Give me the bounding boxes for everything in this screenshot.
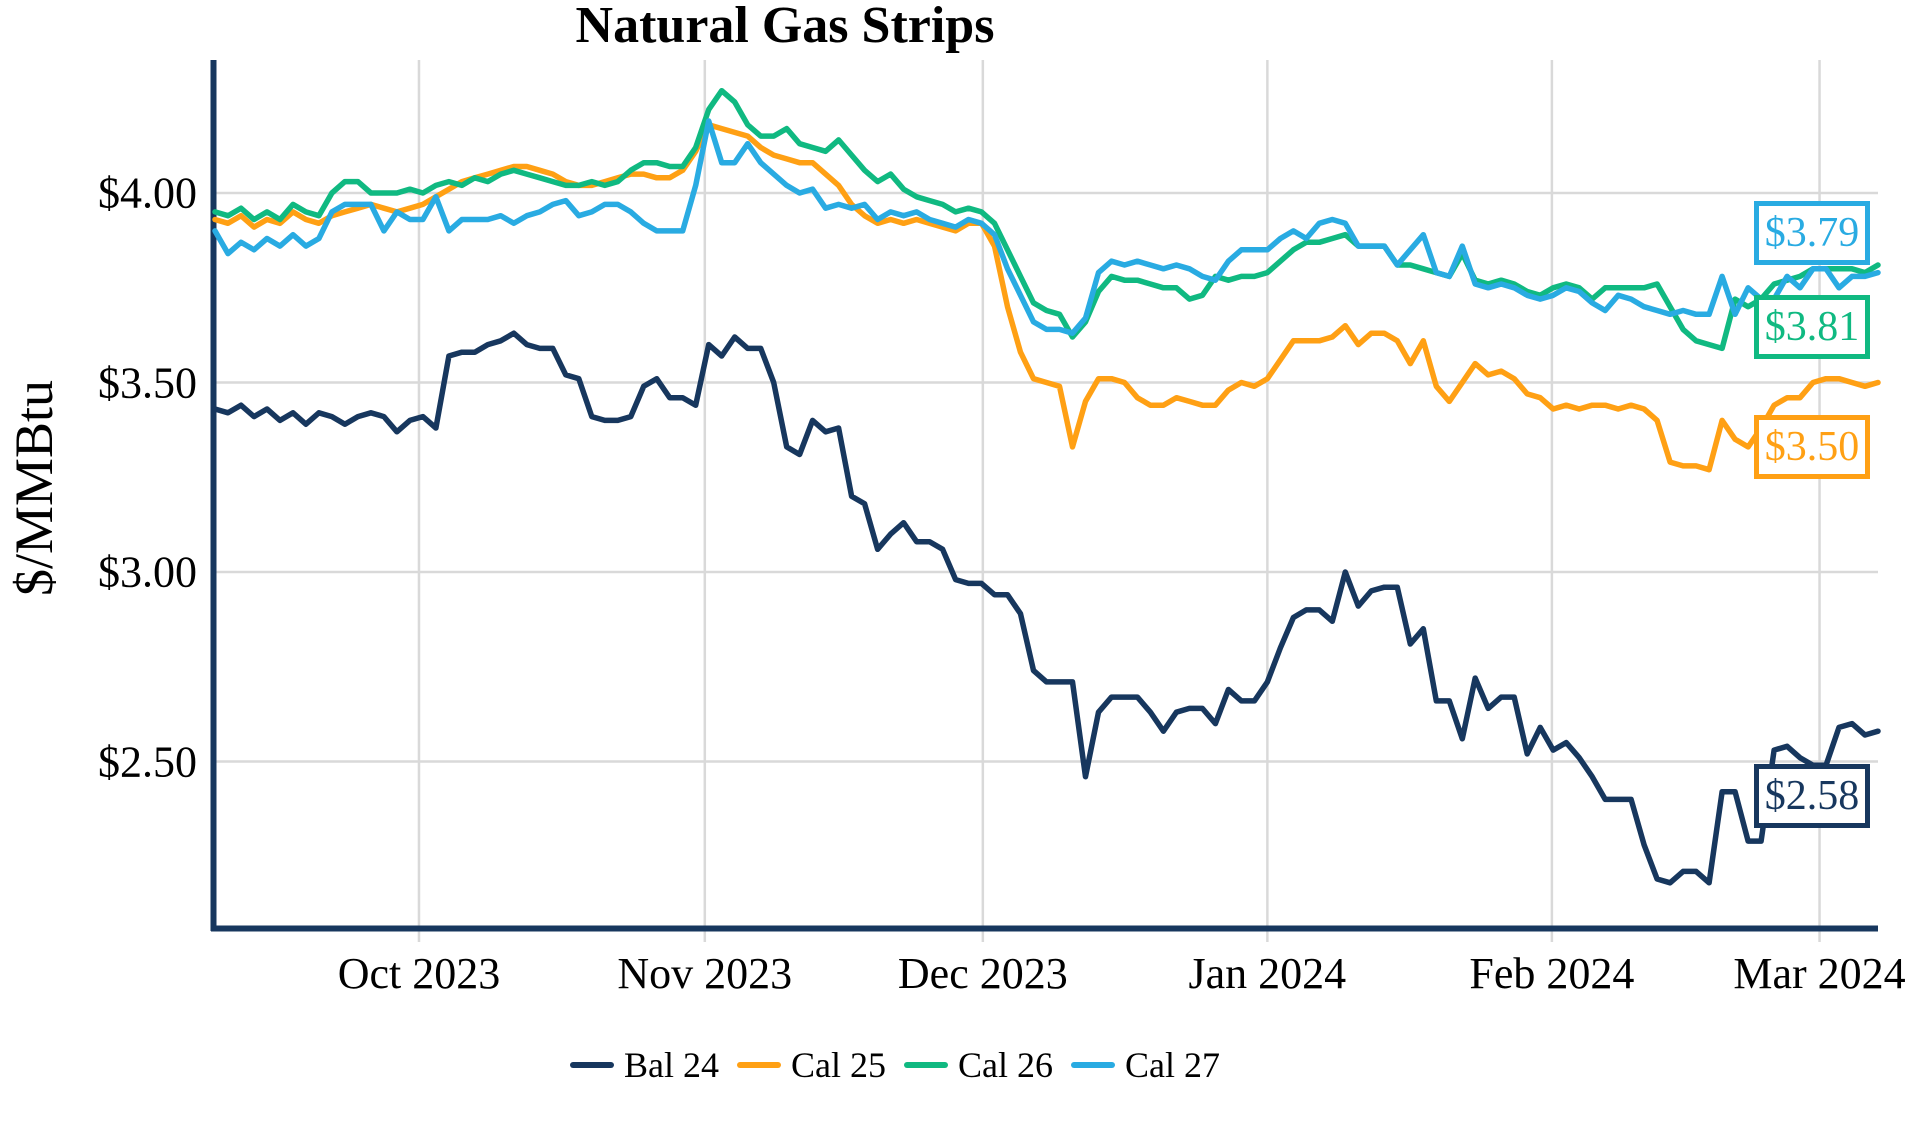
y-tick-label: $4.00 [98, 168, 197, 218]
legend-line-swatch-cal27 [1071, 1062, 1115, 1068]
legend-label-cal27: Cal 27 [1125, 1045, 1220, 1085]
x-tick-label: Feb 2024 [1469, 949, 1635, 998]
x-tick-label: Oct 2023 [337, 949, 501, 998]
y-tick-label: $3.00 [98, 547, 197, 597]
x-tick-label: Jan 2024 [1188, 949, 1347, 998]
legend-item-cal25: Cal 25 [737, 1044, 886, 1086]
end-label-cal26-value: $3.81 [1764, 304, 1860, 350]
y-tick-label: $2.50 [98, 737, 197, 786]
legend-line-swatch-cal26 [904, 1062, 948, 1068]
end-label-bal24: $2.58 [1754, 764, 1870, 828]
end-label-cal25-value: $3.50 [1764, 424, 1860, 470]
x-tick-label: Nov 2023 [617, 949, 793, 998]
legend: Bal 24 Cal 25 Cal 26 Cal 27 [0, 1040, 1855, 1090]
legend-label-cal25: Cal 25 [791, 1045, 886, 1085]
legend-line-swatch-cal25 [737, 1062, 781, 1068]
chart-title: Natural Gas Strips [575, 0, 995, 54]
end-label-bal24-value: $2.58 [1764, 773, 1860, 819]
legend-label-bal24: Bal 24 [624, 1045, 719, 1085]
end-label-cal27-value: $3.79 [1764, 210, 1860, 256]
legend-line-swatch-bal24 [570, 1062, 614, 1068]
y-tick-label: $3.50 [98, 358, 197, 407]
end-label-cal26: $3.81 [1754, 295, 1870, 359]
legend-item-cal26: Cal 26 [904, 1044, 1053, 1086]
legend-item-cal27: Cal 27 [1071, 1044, 1220, 1086]
legend-label-cal26: Cal 26 [958, 1045, 1053, 1085]
legend-item-bal24: Bal 24 [570, 1044, 719, 1086]
end-label-cal25: $3.50 [1754, 415, 1870, 479]
end-label-cal27: $3.79 [1754, 201, 1870, 265]
x-tick-label: Dec 2023 [897, 949, 1068, 998]
x-tick-label: Mar 2024 [1733, 949, 1906, 998]
